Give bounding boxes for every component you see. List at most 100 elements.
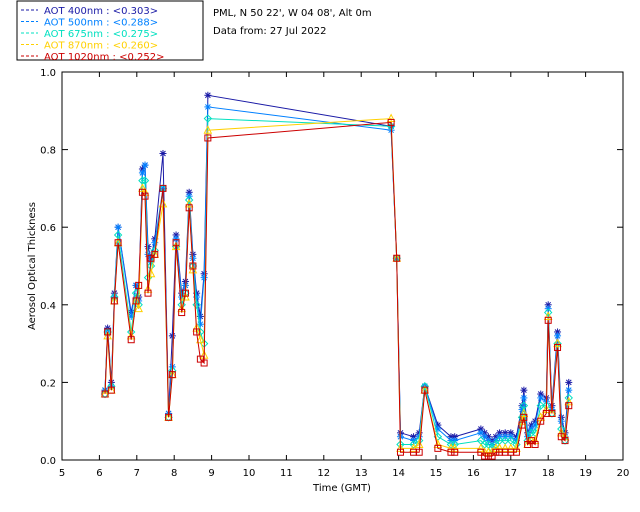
x-tick-label: 7 — [134, 468, 140, 479]
square-marker — [168, 371, 176, 379]
star-marker — [537, 394, 545, 402]
square-marker — [107, 386, 115, 394]
square-marker — [531, 440, 539, 448]
x-tick-label: 12 — [317, 468, 330, 479]
square-marker — [415, 448, 423, 456]
square-marker — [135, 281, 143, 289]
diamond-marker — [192, 300, 201, 310]
square-marker — [165, 413, 173, 421]
square-marker — [185, 204, 193, 212]
square-marker — [561, 437, 569, 445]
square-marker — [181, 289, 189, 297]
square-marker — [527, 437, 535, 445]
square-marker — [548, 409, 556, 417]
star-marker — [565, 378, 573, 386]
diamond-marker — [184, 195, 194, 205]
square-marker — [104, 328, 112, 336]
x-tick-label: 5 — [59, 468, 65, 479]
legend-entries: AOT 400nm : <0.303>AOT 500nm : <0.288>AO… — [21, 6, 164, 63]
star-marker — [204, 91, 212, 99]
square-marker — [151, 250, 159, 258]
star-marker — [554, 332, 562, 340]
square-marker — [434, 444, 442, 452]
square-marker — [492, 448, 500, 456]
x-tick-label: 9 — [208, 468, 214, 479]
series-2 — [100, 114, 573, 453]
star-marker — [168, 332, 176, 340]
diamond-marker — [543, 308, 553, 317]
square-marker — [110, 297, 118, 305]
triangle-marker — [386, 113, 396, 123]
y-axis-label: Aerosol Optical Thickness — [27, 202, 38, 330]
x-tick-label: 17 — [504, 468, 517, 479]
square-marker — [447, 448, 455, 456]
star-marker — [200, 274, 208, 282]
square-marker — [387, 118, 395, 126]
axes: 5 6 7 8 9 10 11 12 13 14 15 16 17 18 19 20 0.0 0.2 0.4 0.6… — [27, 68, 629, 494]
legend-entry: AOT 1020nm : <0.252> — [44, 52, 164, 63]
x-tick-label: 20 — [617, 468, 630, 479]
x-tick-label: 6 — [96, 468, 102, 479]
star-marker — [520, 386, 528, 394]
x-tick-label: 14 — [392, 468, 405, 479]
legend-entry: AOT 500nm : <0.288> — [44, 18, 158, 29]
triangle-marker — [196, 334, 205, 344]
square-marker — [101, 390, 109, 398]
diamond-marker — [564, 393, 573, 403]
star-marker — [141, 161, 149, 169]
square-marker — [554, 343, 562, 351]
plot-frame — [61, 71, 624, 461]
y-tick-label: 0.4 — [40, 301, 56, 312]
triangle-marker — [564, 396, 574, 406]
date-text: Data from: 27 Jul 2022 — [213, 26, 326, 37]
square-marker — [518, 421, 526, 429]
x-tick-label: 10 — [243, 468, 256, 479]
x-axis: 5 6 7 8 9 10 11 12 13 14 15 16 17 18 19 20 — [59, 72, 630, 479]
y-tick-label: 0.2 — [40, 378, 56, 389]
star-marker — [114, 223, 122, 231]
legend-entry: AOT 400nm : <0.303> — [44, 6, 158, 17]
square-marker — [189, 262, 197, 270]
legend: AOT 400nm : <0.303>AOT 500nm : <0.288>AO… — [16, 0, 204, 63]
series-line — [104, 106, 570, 446]
x-tick-label: 11 — [280, 468, 293, 479]
y-tick-label: 0.8 — [40, 146, 56, 157]
square-marker — [481, 452, 489, 460]
x-tick-label: 19 — [579, 468, 592, 479]
y-axis: 0.0 0.2 0.4 0.6 0.8 1.0 — [40, 68, 623, 467]
square-marker — [147, 254, 155, 262]
star-marker — [159, 149, 167, 157]
square-marker — [396, 448, 404, 456]
diamond-marker — [536, 401, 545, 410]
square-marker — [512, 448, 520, 456]
square-marker — [537, 417, 545, 425]
y-tick-label: 0.0 — [40, 456, 56, 467]
square-marker — [451, 448, 459, 456]
square-marker — [141, 192, 149, 200]
triangle-marker — [134, 303, 143, 313]
triangle-marker — [500, 443, 510, 452]
legend-box — [16, 0, 204, 61]
x-tick-label: 13 — [355, 468, 368, 479]
legend-entry: AOT 675nm : <0.275> — [44, 29, 158, 40]
star-marker — [138, 169, 146, 177]
triangle-marker — [184, 198, 194, 208]
square-marker — [132, 297, 140, 305]
y-tick-label: 0.6 — [40, 223, 56, 234]
square-marker — [144, 289, 152, 297]
triangle-marker — [495, 443, 504, 452]
square-marker — [565, 402, 573, 410]
x-tick-label: 16 — [467, 468, 480, 479]
square-marker — [544, 316, 552, 324]
square-marker — [159, 184, 167, 192]
square-marker — [172, 239, 180, 247]
square-marker — [393, 254, 401, 262]
square-marker — [114, 239, 122, 247]
x-axis-label: Time (GMT) — [312, 483, 371, 494]
x-tick-label: 18 — [542, 468, 555, 479]
series-0 — [101, 91, 573, 445]
square-marker — [193, 328, 201, 336]
square-marker — [196, 355, 204, 363]
series-line — [104, 121, 570, 457]
